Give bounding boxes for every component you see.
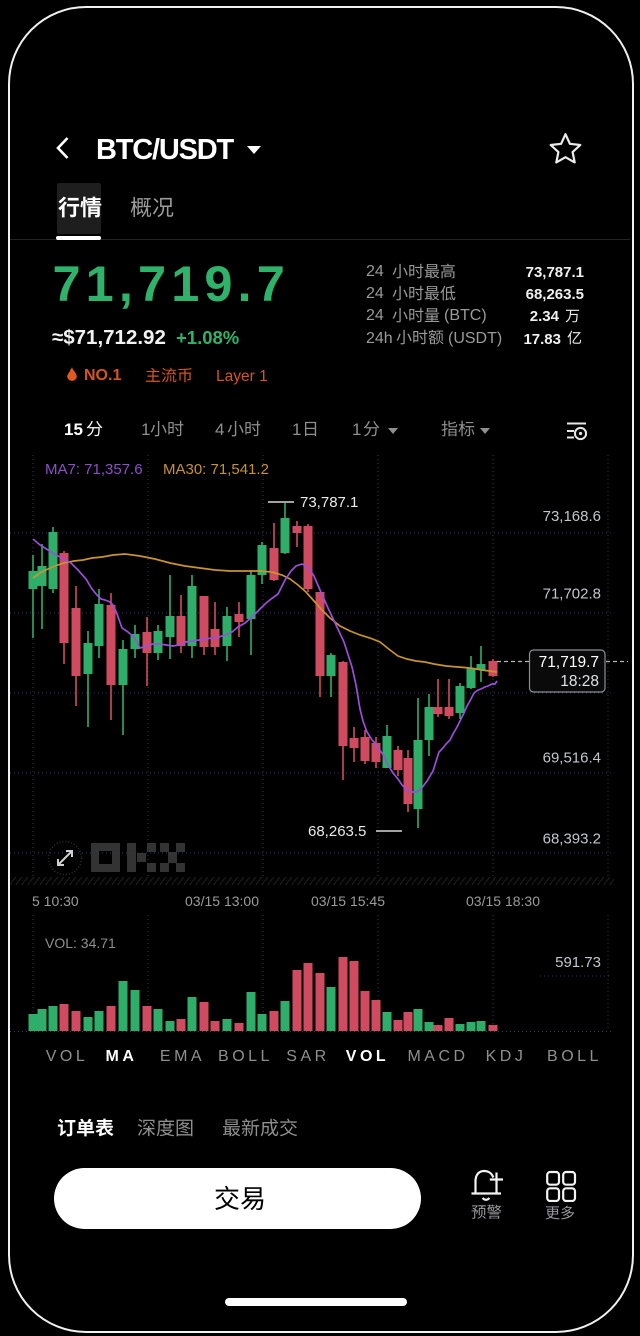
svg-text:03/15 15:45: 03/15 15:45 bbox=[311, 893, 385, 909]
svg-text:5 10:30: 5 10:30 bbox=[32, 893, 79, 909]
svg-text:69,516.4: 69,516.4 bbox=[543, 750, 601, 767]
svg-text:03/15 13:00: 03/15 13:00 bbox=[185, 893, 259, 909]
svg-text:68,393.2: 68,393.2 bbox=[543, 831, 601, 848]
svg-text:591.73: 591.73 bbox=[555, 954, 601, 971]
svg-text:73,787.1: 73,787.1 bbox=[300, 494, 358, 511]
svg-text:03/15 18:30: 03/15 18:30 bbox=[466, 893, 540, 909]
svg-text:18:28: 18:28 bbox=[560, 673, 599, 690]
svg-text:68,263.5: 68,263.5 bbox=[308, 823, 366, 840]
svg-text:71,719.7: 71,719.7 bbox=[539, 654, 599, 671]
svg-text:73,168.6: 73,168.6 bbox=[543, 508, 601, 525]
svg-text:71,702.8: 71,702.8 bbox=[543, 586, 601, 603]
svg-text:VOL: 34.71: VOL: 34.71 bbox=[45, 935, 116, 951]
